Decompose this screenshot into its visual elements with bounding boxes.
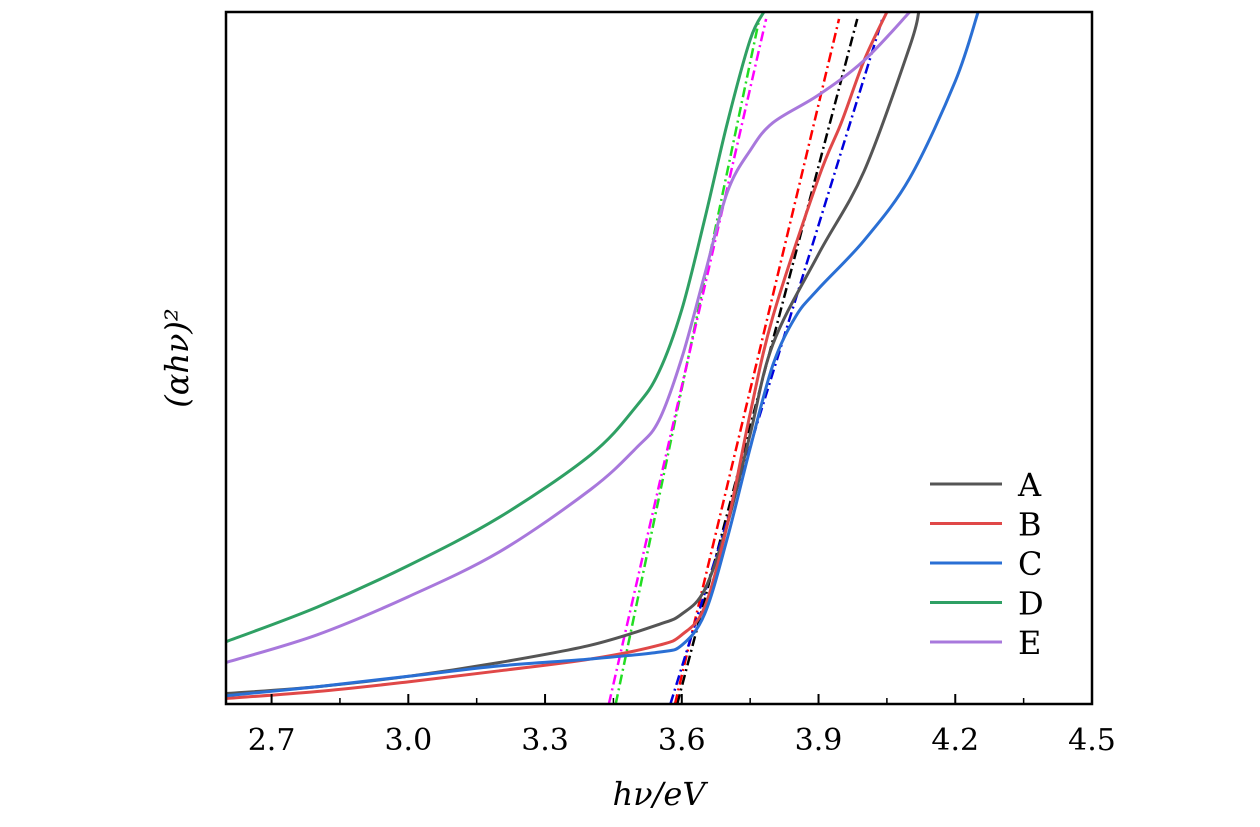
x-tick-label: 3.0 [384, 723, 432, 758]
x-tick-label: 3.3 [521, 723, 569, 758]
series-line-D [226, 12, 766, 644]
x-axis-title: hν/eV [613, 775, 709, 813]
legend-label-B: B [1018, 506, 1042, 544]
series-line-C [226, 12, 980, 698]
series-line-E [226, 12, 911, 664]
x-tick-label: 3.9 [795, 723, 843, 758]
fit-line-E [607, 18, 768, 704]
x-tick-label: 3.6 [658, 723, 706, 758]
x-tick-label: 4.5 [1068, 723, 1116, 758]
legend-label-E: E [1018, 624, 1041, 662]
legend-label-D: D [1018, 585, 1044, 623]
series-line-B [226, 12, 889, 700]
x-tick-label: 2.7 [248, 723, 296, 758]
y-axis-title: (αhν)² [158, 308, 196, 407]
x-tick-label: 4.2 [931, 723, 979, 758]
plot-background [226, 12, 1092, 704]
plot-frame [224, 10, 1094, 706]
fit-line-D [614, 18, 761, 704]
legend-label-A: A [1017, 466, 1042, 504]
fit-line-B [673, 18, 841, 704]
legend-label-C: C [1018, 545, 1042, 583]
